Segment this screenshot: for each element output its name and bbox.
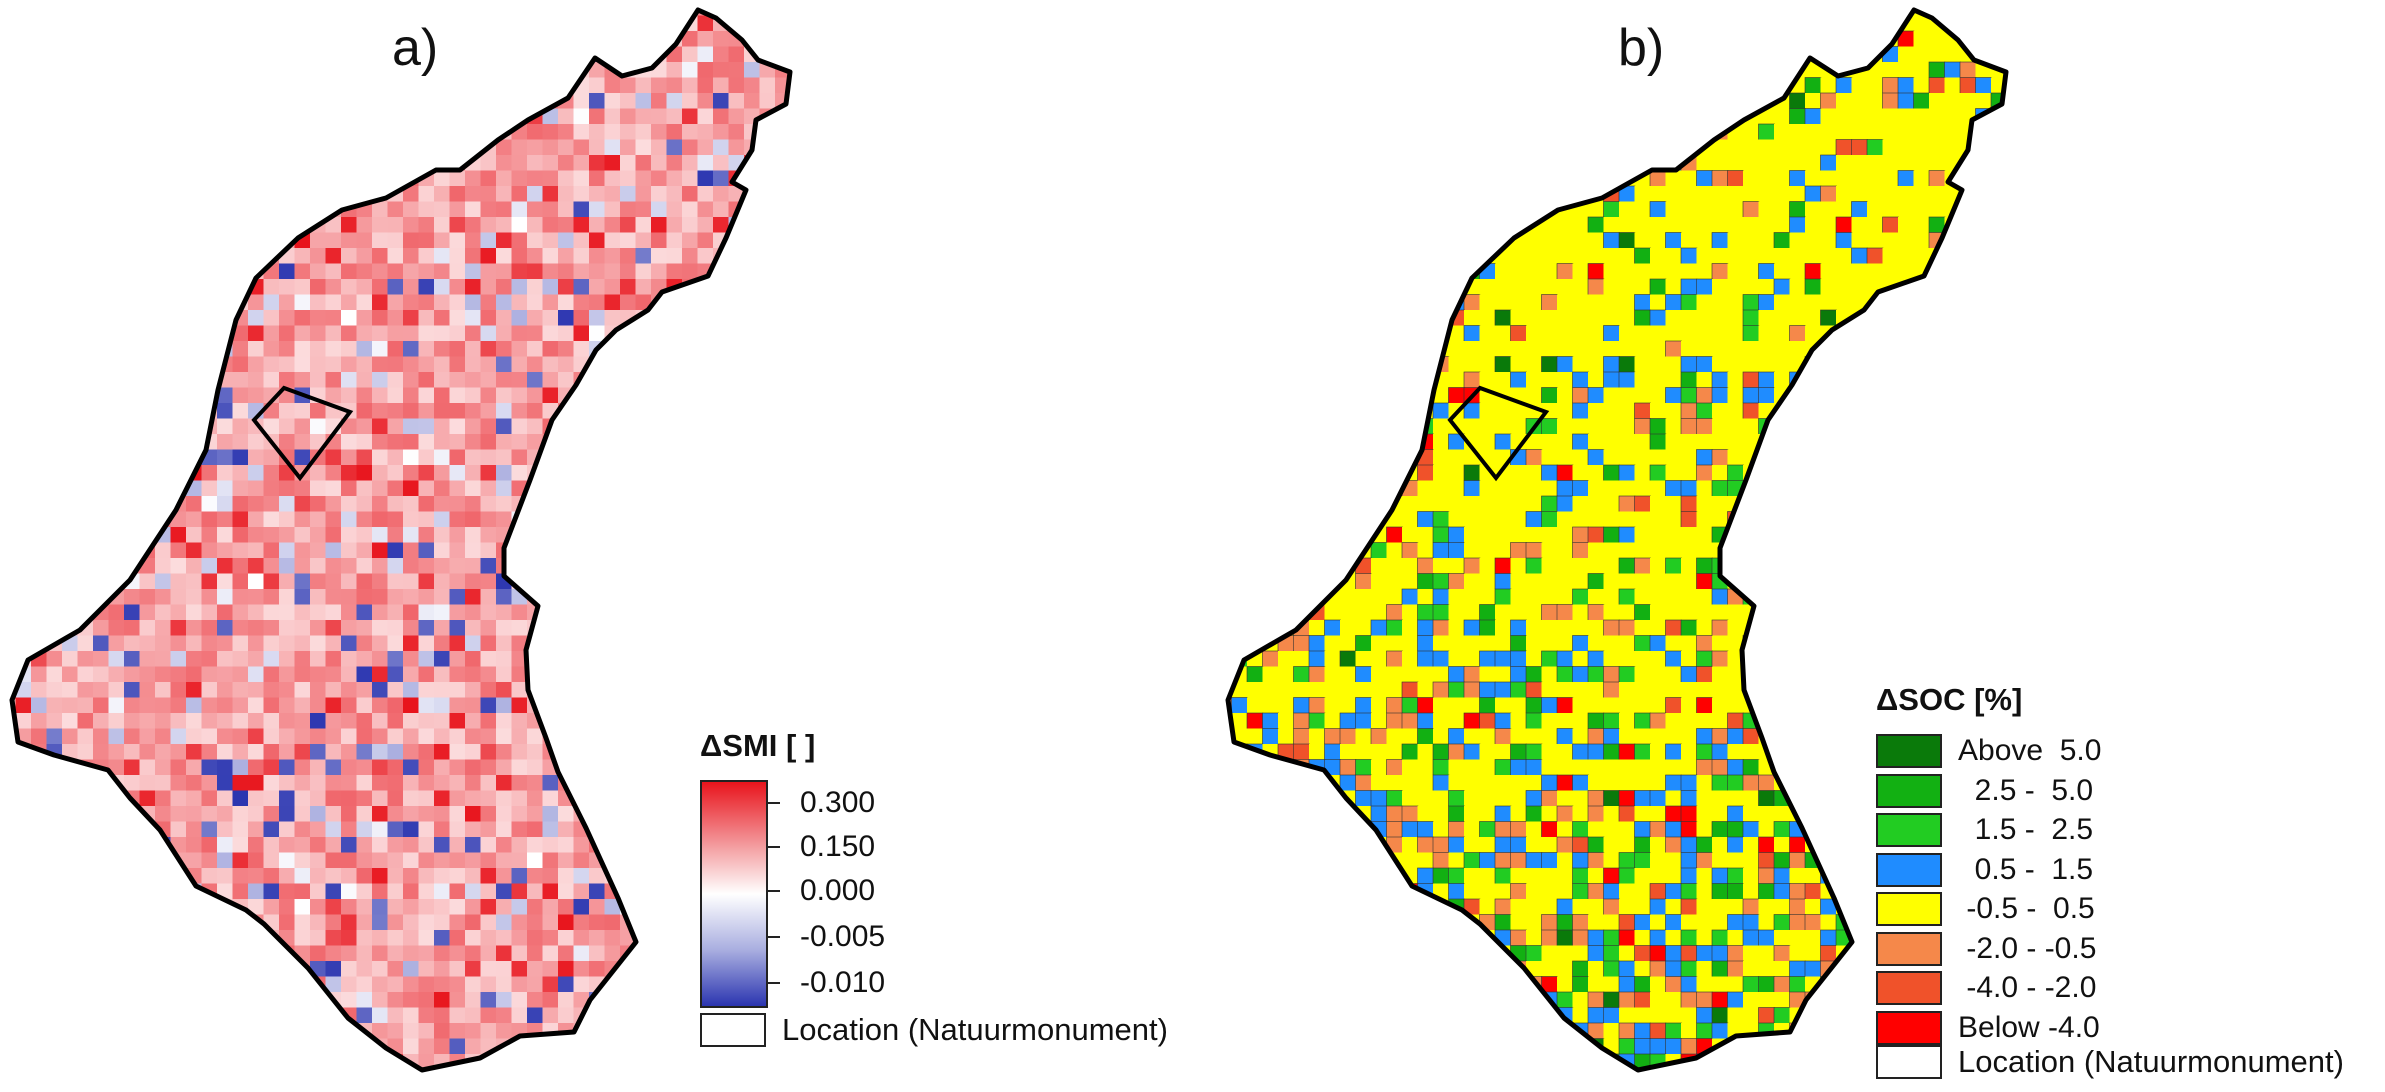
soc-legend-label: 1.5 - 2.5 xyxy=(1958,813,2094,846)
smi-tick-label: 0.300 xyxy=(800,786,876,819)
soc-legend-swatch xyxy=(1876,852,1942,887)
soc-legend-row: -0.5 - 0.5 xyxy=(1876,892,2095,926)
soc-legend-title: ΔSOC [%] xyxy=(1876,682,2023,717)
smi-colorbar xyxy=(700,780,768,1008)
soc-location-legend-row: Location (Natuurmonument) xyxy=(1876,1044,2344,1080)
soc-legend-label: -0.5 - 0.5 xyxy=(1958,892,2095,925)
soc-legend-swatch xyxy=(1876,773,1942,808)
smi-tick-label: -0.005 xyxy=(800,920,886,953)
soc-legend-label: Above 5.0 xyxy=(1958,734,2102,767)
soc-legend-swatch xyxy=(1876,971,1942,1005)
soc-legend-label: 0.5 - 1.5 xyxy=(1958,852,2094,886)
soc-legend-label: -4.0 - -2.0 xyxy=(1958,971,2097,1004)
smi-tick-label: 0.150 xyxy=(800,830,876,863)
location-marker-a xyxy=(251,385,354,482)
catchment-outline-b xyxy=(1225,7,2009,1073)
soc-legend-row: -2.0 - -0.5 xyxy=(1876,931,2097,966)
smi-tick-label: -0.010 xyxy=(800,966,886,999)
catchment-outline-a xyxy=(9,7,793,1073)
location-swatch xyxy=(1876,1045,1942,1079)
smi-tick-label: 0.000 xyxy=(800,874,876,907)
soc-legend-label: -2.0 - -0.5 xyxy=(1958,931,2097,965)
soc-legend-row: 2.5 - 5.0 xyxy=(1876,773,2094,808)
smi-legend-title: ΔSMI [ ] xyxy=(700,728,816,763)
soc-legend-swatch xyxy=(1876,931,1942,966)
location-swatch xyxy=(700,1013,766,1047)
soc-legend-row: -4.0 - -2.0 xyxy=(1876,971,2096,1005)
soc-legend-swatch xyxy=(1876,813,1942,847)
soc-legend-swatch xyxy=(1876,1010,1942,1045)
soc-legend-row: Below -4.0 xyxy=(1876,1010,2100,1045)
soc-legend-row: 0.5 - 1.5 xyxy=(1876,852,2094,887)
soc-legend-swatch xyxy=(1876,734,1942,768)
panel-b-label: b) xyxy=(1618,19,1665,77)
soc-legend-label: 2.5 - 5.0 xyxy=(1958,773,2094,807)
panel-a-label: a) xyxy=(392,19,439,77)
soc-legend-row: 1.5 - 2.5 xyxy=(1876,813,2093,847)
soc-legend-label: Below -4.0 xyxy=(1958,1010,2100,1044)
location-label: Location (Natuurmonument) xyxy=(782,1012,1168,1047)
smi-location-legend-row: Location (Natuurmonument) xyxy=(700,1012,1168,1048)
colorbar-ticks xyxy=(768,780,782,1008)
soc-legend-swatch xyxy=(1876,892,1942,926)
soc-legend-row: Above 5.0 xyxy=(1876,734,2101,768)
location-label: Location (Natuurmonument) xyxy=(1958,1044,2344,1079)
location-marker-b xyxy=(1447,385,1550,482)
